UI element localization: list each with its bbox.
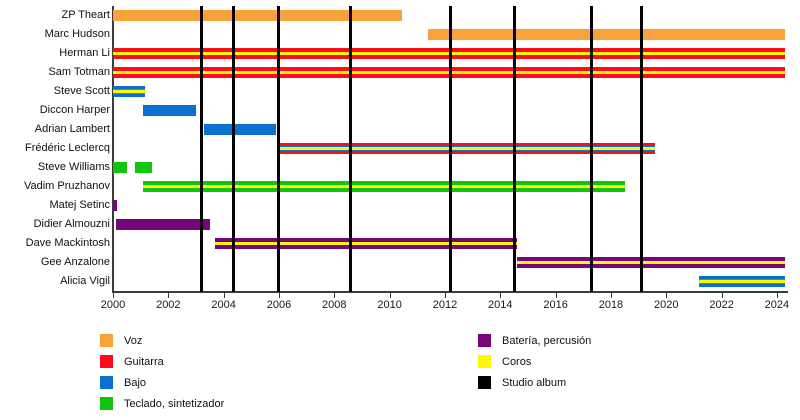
studio-album-marker: [200, 6, 204, 292]
x-axis-tick: [500, 293, 502, 298]
legend-label: Voz: [124, 334, 143, 347]
x-axis-tick-label: 2020: [654, 299, 679, 311]
row-label-didier-almouzni: Didier Almouzni: [33, 217, 110, 230]
x-axis-tick: [721, 293, 723, 298]
x-axis-tick-label: 2006: [266, 299, 292, 311]
legend-item-voz[interactable]: Voz: [100, 330, 224, 351]
timeline-bar: [113, 10, 403, 21]
legend-label: Teclado, sintetizador: [124, 397, 225, 410]
timeline-bar: [699, 276, 786, 287]
row-label-steve-scott: Steve Scott: [53, 84, 110, 97]
legend-column-left: Voz Guitarra Bajo Teclado, sintetizador: [100, 330, 224, 414]
timeline-bar-stripe: [113, 89, 145, 94]
x-axis-tick-label: 2004: [211, 299, 236, 311]
chart-legend: Voz Guitarra Bajo Teclado, sintetizador Bat…: [0, 330, 800, 416]
x-axis-tick-label: 2018: [598, 299, 624, 311]
legend-label: Batería, percusión: [502, 334, 592, 347]
timeline-bar: [215, 238, 517, 249]
legend-column-right: Batería, percusión Coros Studio album: [478, 330, 591, 393]
timeline-bar: [135, 162, 152, 173]
color-swatch-icon: [100, 376, 113, 389]
studio-album-marker: [512, 6, 516, 292]
x-axis-tick-label: 2008: [322, 299, 347, 311]
legend-label: Bajo: [124, 376, 147, 389]
row-label-marc-hudson: Marc Hudson: [44, 27, 110, 40]
row-label-adrian-lambert: Adrian Lambert: [34, 122, 110, 135]
color-swatch-icon: [100, 355, 113, 368]
timeline-bar: [113, 162, 127, 173]
timeline-bar: [280, 143, 656, 154]
x-axis-tick: [168, 293, 170, 298]
timeline-bar: [516, 257, 786, 268]
timeline-bar: [113, 86, 145, 97]
timeline-bar-stripe: [280, 146, 656, 151]
legend-item-coros[interactable]: Coros: [478, 351, 591, 372]
color-swatch-icon: [100, 334, 113, 347]
legend-item-studio-album[interactable]: Studio album: [478, 372, 591, 393]
row-label-steve-williams: Steve Williams: [37, 160, 110, 173]
x-axis-tick-label: 2022: [709, 299, 734, 311]
timeline-bar: [143, 181, 625, 192]
timeline-bar-stripe: [215, 241, 517, 246]
timeline-bar-stripe: [143, 184, 625, 189]
x-axis-line: [112, 291, 788, 293]
y-axis-line: [112, 6, 114, 292]
x-axis-tick: [666, 293, 668, 298]
timeline-bar: [143, 105, 196, 116]
timeline-bar: [113, 200, 118, 211]
timeline-bar-stripe: [699, 279, 786, 284]
studio-album-marker: [590, 6, 594, 292]
timeline-bar: [115, 219, 210, 230]
legend-label: Studio album: [502, 376, 567, 389]
x-axis-tick: [334, 293, 336, 298]
legend-label: Guitarra: [124, 355, 164, 368]
y-axis-labels: ZP Theart Marc Hudson Herman Li Sam Totman S…: [0, 0, 110, 292]
row-label-alicia-vigil: Alicia Vigil: [60, 274, 110, 287]
x-axis-tick: [610, 293, 612, 298]
x-axis-tick: [113, 293, 114, 298]
timeline-bar: [428, 29, 786, 40]
studio-album-marker: [639, 6, 643, 292]
x-axis-tick-label: 2010: [377, 299, 402, 311]
legend-item-bajo[interactable]: Bajo: [100, 372, 224, 393]
studio-album-marker: [349, 6, 353, 292]
row-label-diccon-harper: Diccon Harper: [39, 103, 110, 116]
color-swatch-icon: [478, 355, 491, 368]
color-swatch-icon: [478, 334, 491, 347]
legend-item-bater-a-percusi-n[interactable]: Batería, percusión: [478, 330, 591, 351]
x-axis-tick: [555, 293, 557, 298]
x-axis-tick-label: 2024: [764, 299, 790, 311]
row-label-gee-anzalone: Gee Anzalone: [40, 255, 110, 268]
x-axis-tick-label: 2012: [432, 299, 458, 311]
x-axis-tick: [223, 293, 225, 298]
x-axis-tick: [389, 293, 391, 298]
legend-label: Coros: [502, 355, 532, 368]
row-label-dave-mackintosh: Dave Mackintosh: [25, 236, 110, 249]
studio-album-marker: [277, 6, 281, 292]
x-axis-tick-label: 2000: [100, 299, 126, 311]
x-axis-tick-label: 2002: [156, 299, 181, 311]
row-label-matej-setinc: Matej Setinc: [49, 198, 110, 211]
x-axis-tick-label: 2016: [543, 299, 568, 311]
row-label-herman-li: Herman Li: [59, 46, 110, 59]
studio-album-marker: [449, 6, 452, 292]
row-label-fr-d-ric-leclercq: Frédéric Leclercq: [25, 141, 110, 154]
x-axis-tick: [444, 293, 446, 298]
timeline-bar: [204, 124, 277, 135]
studio-album-marker: [231, 6, 235, 292]
color-swatch-icon: [100, 397, 113, 410]
x-axis-tick: [776, 293, 778, 298]
color-swatch-icon: [478, 376, 491, 389]
x-axis-tick: [278, 293, 280, 298]
row-label-zp-theart: ZP Theart: [61, 8, 110, 21]
x-axis-tick-label: 2014: [488, 299, 513, 311]
legend-item-guitarra[interactable]: Guitarra: [100, 351, 224, 372]
legend-item-teclado-sintetizador[interactable]: Teclado, sintetizador: [100, 393, 224, 414]
row-label-sam-totman: Sam Totman: [48, 65, 110, 78]
timeline-bar-stripe: [516, 260, 786, 265]
row-label-vadim-pruzhanov: Vadim Pruzhanov: [23, 179, 110, 192]
